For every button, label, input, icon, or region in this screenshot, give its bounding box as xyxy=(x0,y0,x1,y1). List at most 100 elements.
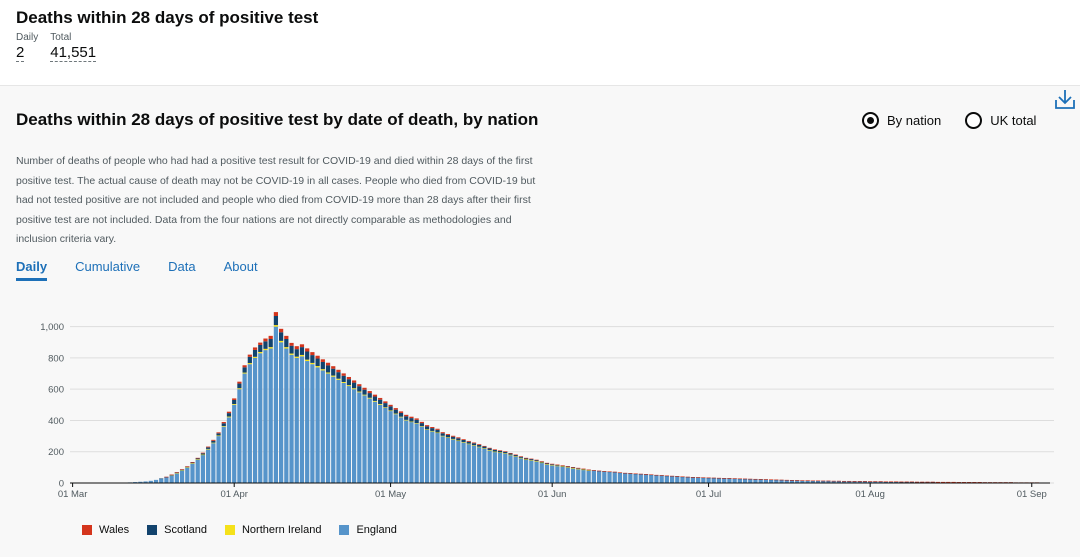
bar-scotland xyxy=(388,406,393,411)
bar-england xyxy=(424,429,430,483)
bar-northern-ireland xyxy=(414,423,419,424)
bar-wales xyxy=(284,335,289,339)
bar-england xyxy=(534,461,539,483)
bar-wales xyxy=(190,462,195,463)
bar-wales xyxy=(200,452,206,454)
tab-cumulative[interactable]: Cumulative xyxy=(75,259,141,274)
x-tick-label: 01 Jul xyxy=(696,489,721,500)
bar-england xyxy=(315,367,320,483)
tab-data[interactable]: Data xyxy=(168,259,196,274)
bar-scotland xyxy=(508,453,513,455)
bar-wales xyxy=(711,477,716,479)
bar-wales xyxy=(331,366,336,369)
bar-wales xyxy=(602,471,607,472)
bar-wales xyxy=(315,355,320,359)
bar-england xyxy=(800,480,805,483)
bar-england xyxy=(487,450,492,483)
radio-by-nation[interactable]: By nation xyxy=(862,112,941,129)
bar-england xyxy=(299,356,305,483)
bar-england xyxy=(372,401,378,483)
bar-wales xyxy=(320,359,325,362)
bar-wales xyxy=(211,439,216,441)
bar-england xyxy=(211,443,216,483)
bar-wales xyxy=(654,474,659,476)
bar-wales xyxy=(727,478,732,479)
bar-wales xyxy=(237,381,242,384)
radio-checked-icon xyxy=(862,112,879,129)
bar-england xyxy=(393,414,398,483)
bar-northern-ireland xyxy=(456,440,461,442)
bar-scotland xyxy=(221,423,226,427)
legend-item-wales[interactable]: Wales xyxy=(82,524,129,536)
bar-wales xyxy=(951,481,956,483)
bar-wales xyxy=(946,481,951,483)
download-icon[interactable] xyxy=(1054,88,1076,110)
bar-wales xyxy=(899,481,904,483)
legend-item-scotland[interactable]: Scotland xyxy=(147,524,207,536)
bar-wales xyxy=(701,477,706,478)
tab-about[interactable]: About xyxy=(223,259,258,274)
bar-wales xyxy=(847,480,852,482)
bar-wales xyxy=(367,391,372,394)
radio-uk-total[interactable]: UK total xyxy=(965,112,1036,129)
bar-wales xyxy=(873,481,878,482)
bar-england xyxy=(341,382,346,483)
bar-england xyxy=(711,477,716,483)
bar-england xyxy=(378,404,383,483)
bar-wales xyxy=(461,439,466,440)
bar-wales xyxy=(310,352,315,356)
bar-wales xyxy=(378,397,383,400)
bar-wales xyxy=(763,479,769,480)
bar-england xyxy=(701,477,706,483)
bar-scotland xyxy=(367,393,372,398)
bar-scotland xyxy=(487,448,492,451)
bar-wales xyxy=(779,479,784,481)
bar-england xyxy=(596,471,602,483)
bar-scotland xyxy=(310,355,315,363)
bar-england xyxy=(862,481,868,483)
total-value[interactable]: 41,551 xyxy=(50,44,97,62)
bar-wales xyxy=(383,401,388,404)
bar-northern-ireland xyxy=(503,453,508,454)
bar-wales xyxy=(247,354,252,357)
bar-scotland xyxy=(451,436,456,439)
bar-northern-ireland xyxy=(357,391,362,393)
bar-wales xyxy=(242,365,247,368)
bar-northern-ireland xyxy=(529,460,534,461)
bar-northern-ireland xyxy=(320,369,325,371)
bar-england xyxy=(883,481,888,483)
bar-wales xyxy=(716,477,722,479)
bar-england xyxy=(185,467,190,483)
bar-wales xyxy=(607,471,612,473)
legend-swatch-northern-ireland xyxy=(224,525,235,535)
bar-scotland xyxy=(378,399,383,405)
bar-england xyxy=(529,460,534,483)
bar-wales xyxy=(560,465,565,466)
bar-england xyxy=(669,476,675,483)
bar-northern-ireland xyxy=(539,462,544,464)
bar-wales xyxy=(742,478,748,480)
legend-item-england[interactable]: England xyxy=(339,524,397,536)
bar-northern-ireland xyxy=(336,378,341,380)
bar-wales xyxy=(758,479,763,480)
tab-daily[interactable]: Daily xyxy=(16,259,48,281)
bar-wales xyxy=(279,328,284,333)
bar-england xyxy=(477,447,482,483)
bar-england xyxy=(690,477,696,483)
bar-england xyxy=(445,437,451,483)
bar-wales xyxy=(675,476,680,477)
headline-figures: Daily 2 Total 41,551 xyxy=(16,32,318,62)
bar-england xyxy=(232,404,237,483)
bar-wales xyxy=(591,470,596,471)
y-tick-label: 600 xyxy=(48,385,64,396)
legend-item-northern-ireland[interactable]: Northern Ireland xyxy=(224,524,321,536)
bar-wales xyxy=(904,481,909,483)
bar-england xyxy=(351,389,357,483)
bar-wales xyxy=(482,445,487,447)
daily-value[interactable]: 2 xyxy=(16,44,25,62)
bar-wales xyxy=(185,466,190,467)
bar-northern-ireland xyxy=(179,470,185,471)
bar-england xyxy=(576,468,581,483)
bar-england xyxy=(586,470,591,483)
x-tick-label: 01 Jun xyxy=(538,489,567,500)
